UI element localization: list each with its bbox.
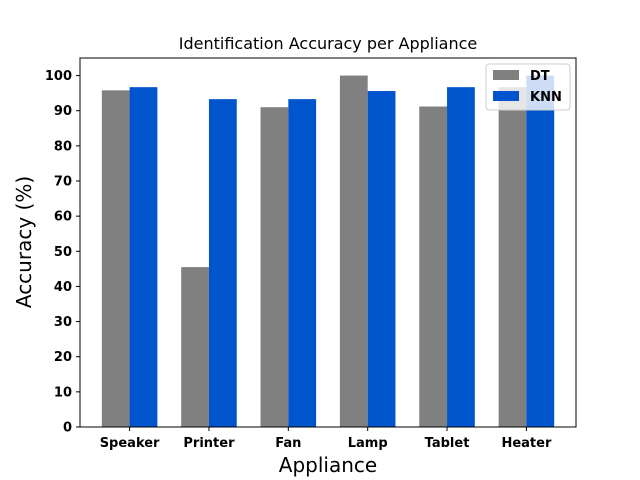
y-tick-label: 0 (63, 421, 72, 436)
y-tick-label: 60 (54, 210, 72, 225)
chart-title: Identification Accuracy per Appliance (179, 34, 478, 53)
bar-knn-printer (208, 99, 237, 428)
bar-knn-fan (288, 99, 317, 428)
y-tick-label: 80 (54, 139, 72, 154)
y-tick-label: 40 (54, 280, 72, 295)
bar-dt-heater (498, 87, 527, 428)
bar-knn-lamp (367, 91, 396, 427)
bar-dt-fan (260, 107, 289, 427)
x-tick-label: Speaker (100, 436, 160, 451)
bar-dt-speaker (101, 90, 130, 427)
legend: DT KNN (485, 63, 571, 111)
y-tick-label: 10 (54, 385, 72, 400)
legend-label-knn: KNN (530, 90, 562, 105)
y-tick-label: 70 (54, 175, 72, 190)
y-tick-label: 90 (54, 104, 72, 119)
bar-dt-lamp (339, 75, 368, 427)
y-axis: 0 10 20 30 40 50 60 70 80 90 100 (45, 69, 80, 436)
bar-dt-printer (181, 267, 209, 427)
bar-knn-speaker (129, 87, 158, 428)
bar-dt-tablet (419, 106, 448, 427)
y-tick-label: 20 (54, 350, 72, 365)
x-axis: Speaker Printer Fan Lamp Tablet Heater (100, 427, 552, 451)
legend-label-dt: DT (530, 69, 550, 84)
x-tick-label: Lamp (348, 436, 388, 451)
x-tick-label: Printer (183, 436, 235, 451)
y-tick-label: 100 (45, 69, 72, 84)
y-tick-label: 50 (54, 245, 72, 260)
legend-swatch-knn (493, 91, 519, 101)
legend-swatch-dt (493, 70, 519, 80)
x-axis-label: Appliance (279, 453, 377, 477)
bars-layer (101, 75, 555, 428)
bar-knn-heater (526, 75, 555, 427)
x-tick-label: Tablet (425, 436, 470, 451)
y-axis-label: Accuracy (%) (12, 176, 36, 308)
x-tick-label: Heater (501, 436, 552, 451)
bar-knn-tablet (447, 87, 475, 428)
x-tick-label: Fan (275, 436, 301, 451)
y-tick-label: 30 (54, 315, 72, 330)
plot-frame (79, 57, 577, 428)
